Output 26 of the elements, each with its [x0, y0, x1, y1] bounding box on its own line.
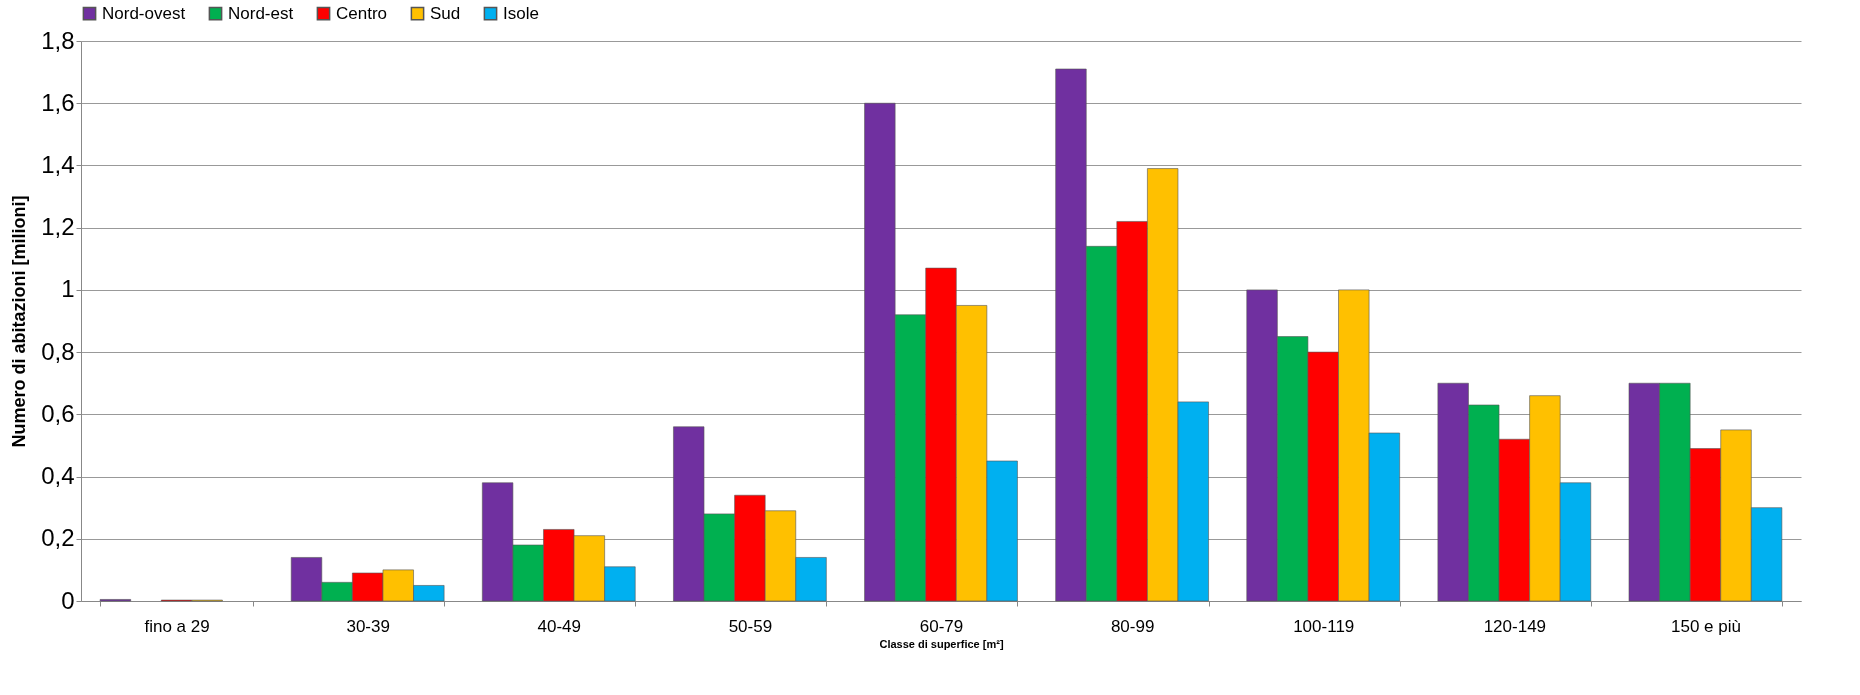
- y-tick-label: 0: [61, 586, 75, 614]
- y-tick-label: 1: [61, 275, 75, 303]
- legend-label: Centro: [336, 3, 388, 23]
- x-tick-label: 40-49: [537, 616, 582, 636]
- x-tick-label: 50-59: [728, 616, 773, 636]
- x-tick-label: 100-119: [1293, 616, 1355, 636]
- y-tick-label: 1,4: [41, 150, 75, 178]
- x-tick-label: 80-99: [1110, 616, 1155, 636]
- legend-label: Isole: [503, 3, 539, 23]
- y-tick-label: 0,6: [41, 399, 75, 427]
- x-tick-label: fino a 29: [144, 616, 210, 636]
- y-tick-label: 1,6: [41, 88, 75, 116]
- legend-label: Nord-ovest: [102, 3, 186, 23]
- y-axis-title: Numero di abitazioni [milioni]: [9, 195, 30, 448]
- y-tick-label: 0,2: [41, 524, 75, 552]
- y-tick-label: 1,8: [41, 26, 75, 54]
- x-tick-label: 150 e più: [1670, 616, 1741, 636]
- y-tick-label: 0,4: [41, 462, 75, 490]
- y-tick-label: 1,2: [41, 213, 75, 241]
- y-tick-label: 0,8: [41, 337, 75, 365]
- x-tick-label: 30-39: [346, 616, 390, 636]
- x-axis-title: Classe di superfice [m²]: [879, 637, 1004, 650]
- x-tick-label: 120-149: [1483, 616, 1547, 636]
- x-tick-label: 60-79: [919, 616, 964, 636]
- legend-label: Nord-est: [228, 3, 294, 23]
- legend-label: Sud: [430, 3, 461, 23]
